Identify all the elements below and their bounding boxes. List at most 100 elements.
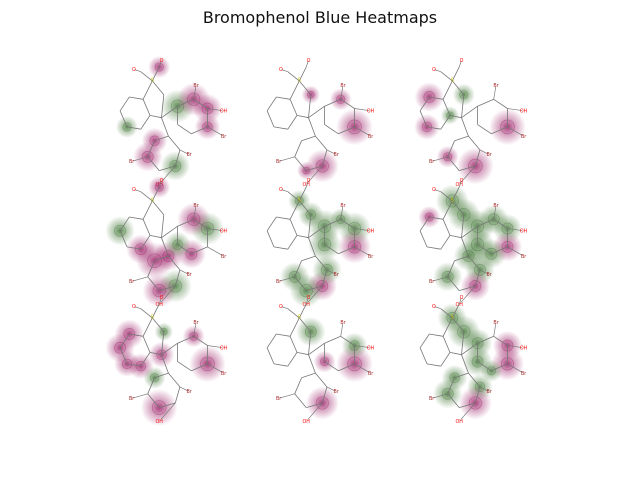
bond-line bbox=[142, 219, 151, 236]
bond-line bbox=[426, 246, 441, 250]
bond-line bbox=[298, 303, 307, 319]
bond-line bbox=[493, 335, 508, 346]
atom-label: Br bbox=[186, 152, 191, 158]
substituent-bond bbox=[493, 206, 497, 220]
bond-line bbox=[477, 218, 494, 227]
bond-line bbox=[459, 165, 476, 171]
bond-line bbox=[321, 386, 328, 404]
bond-line bbox=[493, 98, 508, 109]
atom-label: OH bbox=[220, 229, 228, 235]
bond-line bbox=[419, 110, 428, 128]
bond-line bbox=[119, 96, 130, 112]
atom-label: Br bbox=[429, 396, 434, 402]
heat-blob-positive bbox=[456, 147, 494, 185]
atom-label: Br bbox=[429, 159, 434, 165]
bond-line bbox=[447, 156, 460, 171]
bond-line bbox=[161, 214, 165, 238]
bond-line bbox=[451, 66, 460, 82]
bond-line bbox=[140, 115, 151, 130]
substituent-bond bbox=[340, 206, 344, 220]
bond-line bbox=[429, 216, 444, 220]
bond-line bbox=[419, 333, 430, 349]
atom-label: Br bbox=[340, 320, 345, 326]
bond-line bbox=[298, 186, 307, 202]
heat-blob-ring bbox=[459, 90, 469, 100]
bond-line bbox=[491, 126, 508, 135]
substituent-bond bbox=[193, 86, 197, 100]
bond-line bbox=[491, 246, 508, 255]
bond-line bbox=[461, 214, 465, 238]
bond-line bbox=[174, 149, 181, 167]
bond-line bbox=[315, 135, 328, 151]
atom-label: Br bbox=[129, 279, 134, 285]
bond-line bbox=[147, 140, 155, 157]
bond-line bbox=[449, 235, 462, 239]
heatmap-panel-r3c2: O S O Br OH Br Br Br OH bbox=[266, 295, 375, 425]
bond-line bbox=[126, 126, 141, 130]
substituent-bond bbox=[340, 86, 344, 100]
heat-blob-ring bbox=[441, 270, 454, 283]
substituent-bond bbox=[354, 228, 370, 231]
heat-blob-ring bbox=[169, 160, 182, 172]
bond-line bbox=[289, 200, 300, 220]
heat-blob-ring bbox=[288, 270, 301, 283]
atom-label: OH bbox=[455, 419, 463, 425]
bond-line bbox=[276, 333, 291, 337]
atom-label: O bbox=[279, 304, 283, 310]
bond-line bbox=[298, 66, 307, 82]
bond-line bbox=[142, 317, 153, 337]
atom-label: O bbox=[132, 187, 136, 193]
bond-line bbox=[119, 216, 130, 232]
bond-line bbox=[461, 117, 469, 137]
atom-label: O bbox=[132, 67, 136, 73]
atom-label: Br bbox=[193, 203, 198, 209]
bond-line bbox=[419, 96, 430, 112]
substituent-bond bbox=[354, 246, 370, 256]
atom-label: Br bbox=[276, 279, 281, 285]
bond-line bbox=[306, 165, 323, 171]
bond-line bbox=[266, 110, 275, 128]
atom-label: Br bbox=[521, 134, 526, 140]
atom-label: Br bbox=[486, 272, 491, 278]
bond-line bbox=[149, 115, 162, 119]
substituent-bond bbox=[460, 402, 476, 420]
bond-line bbox=[154, 255, 169, 262]
heat-blob-ring bbox=[424, 212, 434, 222]
bond-line bbox=[266, 96, 277, 112]
bond-line bbox=[142, 80, 153, 100]
bond-line bbox=[177, 335, 194, 344]
bond-line bbox=[289, 219, 298, 236]
substituent-bond bbox=[179, 149, 189, 155]
substituent-bond bbox=[326, 149, 336, 155]
bond-line bbox=[161, 105, 178, 119]
substituent-bond bbox=[158, 297, 162, 305]
atom-label: Br bbox=[521, 254, 526, 260]
heat-blob-ring bbox=[315, 396, 329, 410]
bond-line bbox=[306, 402, 323, 408]
bond-line bbox=[474, 269, 481, 287]
bond-line bbox=[419, 216, 430, 232]
bond-line bbox=[440, 352, 451, 367]
bond-line bbox=[147, 276, 160, 291]
bond-line bbox=[191, 363, 208, 372]
atom-label: O bbox=[160, 58, 164, 64]
bond-line bbox=[149, 235, 162, 239]
atom-label: OH bbox=[520, 346, 528, 352]
bond-line bbox=[147, 260, 155, 277]
bond-line bbox=[296, 352, 309, 356]
atom-label: Br bbox=[276, 396, 281, 402]
bond-line bbox=[442, 317, 453, 337]
bond-line bbox=[142, 200, 153, 220]
atom-label: OH bbox=[220, 346, 228, 352]
atom-label: Br bbox=[368, 134, 373, 140]
bond-line bbox=[426, 363, 441, 367]
bond-line bbox=[294, 377, 302, 394]
bond-line bbox=[301, 255, 316, 262]
atom-label: OH bbox=[155, 419, 163, 425]
bond-line bbox=[442, 336, 451, 353]
bond-line bbox=[140, 308, 153, 319]
substituent-bond bbox=[193, 206, 197, 220]
atom-label: Br bbox=[340, 83, 345, 89]
bond-line bbox=[338, 246, 355, 255]
heat-blob-ring bbox=[114, 224, 126, 237]
